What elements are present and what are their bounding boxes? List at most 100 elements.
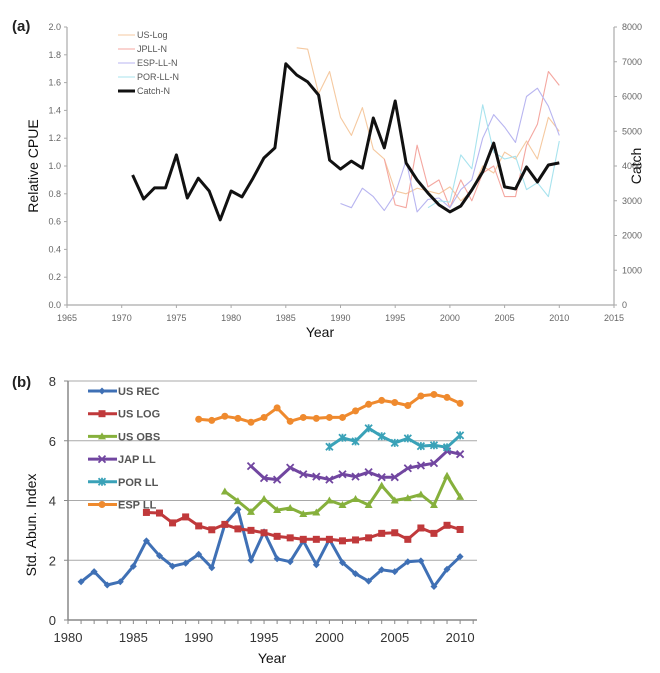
panel-a: (a) 0.0 0.2 0.4 0.6 0.8 1.0 1.2 1.4 1.6 1.8 2.0 0 10… bbox=[12, 18, 644, 340]
data-point bbox=[391, 399, 399, 407]
data-point bbox=[97, 477, 107, 486]
legend-item-por-ll: POR LL bbox=[88, 477, 159, 489]
series-line-us-obs bbox=[223, 474, 462, 516]
panel-b-legend: US REC US LOG US OBS JAP LL POR LL ESP LL bbox=[88, 386, 160, 512]
legend-item-us-rec: US REC bbox=[88, 386, 160, 398]
data-point bbox=[286, 503, 295, 511]
panel-a-legend: US-Log JPLL-N ESP-LL-N POR-LL-N Catch-N bbox=[118, 30, 179, 96]
data-point bbox=[351, 495, 360, 503]
data-point bbox=[208, 564, 216, 572]
y2-tick-label: 2000 bbox=[622, 231, 642, 241]
data-point bbox=[325, 442, 334, 451]
data-point bbox=[352, 407, 360, 415]
data-point bbox=[338, 413, 346, 421]
data-point bbox=[312, 508, 321, 516]
y-tick-label: 2 bbox=[49, 553, 56, 568]
data-point bbox=[182, 559, 190, 567]
data-point bbox=[338, 500, 347, 508]
legend-label: US LOG bbox=[118, 409, 160, 421]
legend-label: ESP-LL-N bbox=[137, 58, 178, 68]
y2-tick-label: 5000 bbox=[622, 126, 642, 136]
data-point bbox=[416, 490, 425, 498]
panel-a-label: (a) bbox=[12, 18, 30, 35]
data-point bbox=[246, 507, 255, 515]
x-tick-label: 2000 bbox=[315, 630, 344, 645]
data-point bbox=[286, 417, 294, 425]
x-tick-label: 1990 bbox=[184, 630, 213, 645]
data-point bbox=[97, 454, 107, 464]
y-tick-label: 4 bbox=[49, 494, 56, 509]
data-point bbox=[234, 505, 242, 513]
data-point bbox=[195, 550, 203, 558]
series-line-us-rec bbox=[80, 508, 462, 588]
data-point bbox=[260, 495, 269, 503]
y2-tick-label: 4000 bbox=[622, 161, 642, 171]
data-point bbox=[430, 583, 438, 591]
data-point bbox=[391, 568, 399, 576]
panel-b-series bbox=[77, 390, 465, 591]
data-point bbox=[273, 532, 281, 540]
series-line-catch-n bbox=[131, 62, 560, 222]
legend-label: ESP LL bbox=[118, 500, 157, 512]
data-point bbox=[98, 387, 106, 395]
data-point bbox=[116, 578, 124, 586]
data-point bbox=[77, 578, 85, 586]
data-point bbox=[429, 500, 438, 508]
data-point bbox=[234, 525, 242, 533]
panel-a-series bbox=[131, 47, 560, 222]
panel-a-ylabel: Relative CPUE bbox=[25, 119, 41, 212]
x-tick-label: 2000 bbox=[440, 313, 460, 323]
y2-tick-label: 3000 bbox=[622, 196, 642, 206]
data-point bbox=[246, 462, 256, 471]
y-tick-label: 2.0 bbox=[48, 22, 61, 32]
legend-label: US REC bbox=[118, 386, 160, 398]
y2-tick-label: 6000 bbox=[622, 92, 642, 102]
data-point bbox=[390, 496, 399, 504]
series-por-ll bbox=[325, 424, 465, 452]
x-tick-label: 1985 bbox=[119, 630, 148, 645]
data-point bbox=[299, 470, 308, 479]
data-point bbox=[286, 558, 294, 566]
data-point bbox=[221, 520, 229, 528]
data-point bbox=[403, 464, 412, 473]
data-point bbox=[169, 519, 177, 527]
data-point bbox=[169, 562, 177, 570]
data-point bbox=[365, 534, 373, 542]
y-tick-label: 8 bbox=[49, 374, 56, 389]
data-point bbox=[325, 475, 334, 484]
y-tick-label: 1.6 bbox=[48, 78, 61, 88]
data-point bbox=[443, 521, 451, 529]
data-point bbox=[377, 432, 386, 441]
data-point bbox=[208, 526, 216, 534]
data-point bbox=[455, 431, 465, 440]
data-point bbox=[404, 558, 412, 566]
data-point bbox=[325, 496, 334, 504]
y-tick-label: 1.8 bbox=[48, 50, 61, 60]
data-point bbox=[90, 568, 98, 576]
y-tick-label: 0.4 bbox=[48, 244, 61, 254]
legend-item-catch-n: Catch-N bbox=[118, 86, 170, 96]
data-point bbox=[378, 566, 386, 574]
data-point bbox=[338, 537, 346, 545]
series-esp-ll-n bbox=[340, 87, 560, 213]
data-point bbox=[247, 418, 255, 426]
series-catch-n bbox=[131, 62, 560, 222]
y-tick-label: 0.0 bbox=[48, 300, 61, 310]
data-point bbox=[338, 433, 347, 442]
data-point bbox=[299, 535, 307, 543]
legend-item-jpll-n: JPLL-N bbox=[118, 44, 167, 54]
data-point bbox=[247, 526, 255, 534]
data-point bbox=[299, 413, 307, 421]
series-us-rec bbox=[77, 505, 464, 591]
data-point bbox=[456, 399, 464, 407]
legend-label: POR-LL-N bbox=[137, 72, 179, 82]
series-us-obs bbox=[220, 471, 465, 517]
x-tick-label: 2010 bbox=[549, 313, 569, 323]
legend-label: JPLL-N bbox=[137, 44, 167, 54]
data-point bbox=[220, 487, 229, 495]
x-tick-label: 1995 bbox=[250, 630, 279, 645]
legend-label: POR LL bbox=[118, 477, 159, 489]
y-tick-label: 1.0 bbox=[48, 161, 61, 171]
data-point bbox=[286, 463, 295, 472]
